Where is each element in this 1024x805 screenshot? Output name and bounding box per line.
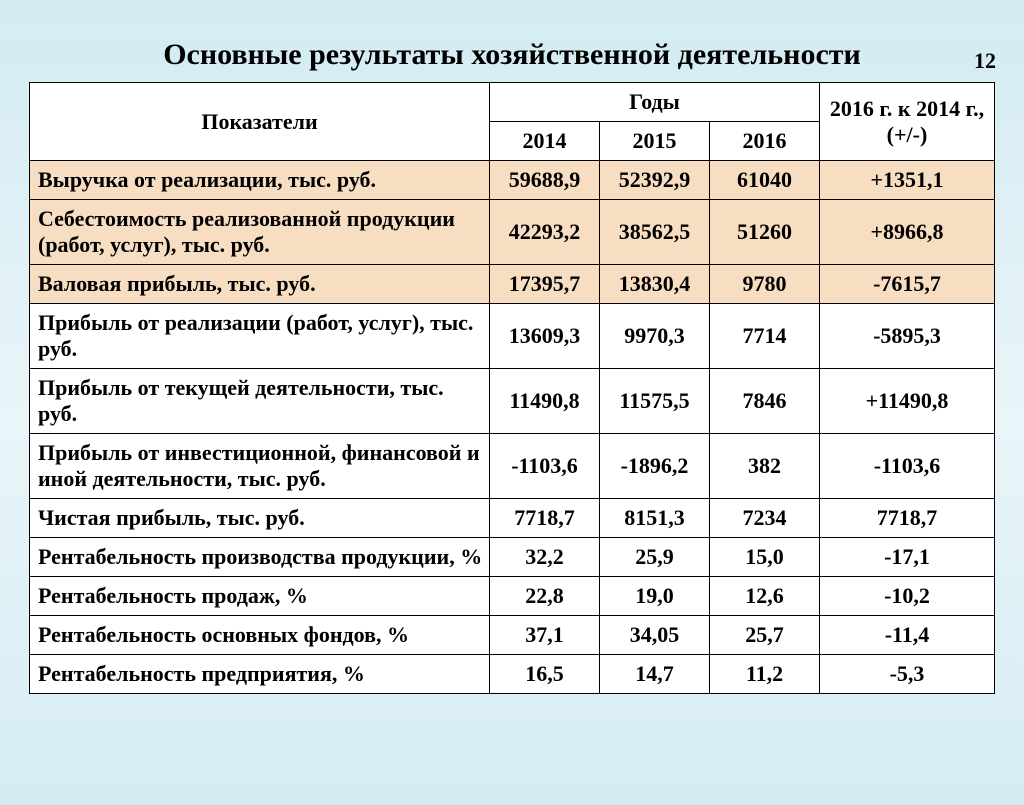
cell-v2014: -1103,6: [490, 434, 600, 499]
cell-v2015: 11575,5: [600, 369, 710, 434]
cell-indicator: Рентабельность продаж, %: [30, 577, 490, 616]
cell-v2014: 32,2: [490, 538, 600, 577]
col-header-indicators: Показатели: [30, 83, 490, 161]
col-header-2016: 2016: [710, 122, 820, 161]
table-row: Рентабельность производства продукции, %…: [30, 538, 995, 577]
table-row: Рентабельность продаж, %22,819,012,6-10,…: [30, 577, 995, 616]
cell-v2016: 7846: [710, 369, 820, 434]
cell-diff: +1351,1: [820, 161, 995, 200]
cell-v2014: 22,8: [490, 577, 600, 616]
cell-v2015: -1896,2: [600, 434, 710, 499]
cell-v2016: 382: [710, 434, 820, 499]
cell-indicator: Рентабельность производства продукции, %: [30, 538, 490, 577]
cell-v2014: 11490,8: [490, 369, 600, 434]
col-header-2015: 2015: [600, 122, 710, 161]
table-row: Прибыль от реализации (работ, услуг), ты…: [30, 304, 995, 369]
col-header-years: Годы: [490, 83, 820, 122]
cell-v2016: 11,2: [710, 655, 820, 694]
page-title: Основные результаты хозяйственной деятел…: [0, 38, 1024, 72]
cell-v2015: 19,0: [600, 577, 710, 616]
cell-indicator: Прибыль от инвестиционной, финансовой и …: [30, 434, 490, 499]
table-row: Прибыль от текущей деятельности, тыс. ру…: [30, 369, 995, 434]
cell-v2016: 7714: [710, 304, 820, 369]
cell-diff: -5,3: [820, 655, 995, 694]
cell-indicator: Валовая прибыль, тыс. руб.: [30, 265, 490, 304]
cell-v2014: 37,1: [490, 616, 600, 655]
cell-indicator: Себестоимость реализованной продукции (р…: [30, 200, 490, 265]
table-row: Валовая прибыль, тыс. руб.17395,713830,4…: [30, 265, 995, 304]
cell-v2015: 8151,3: [600, 499, 710, 538]
cell-v2016: 7234: [710, 499, 820, 538]
col-header-diff: 2016 г. к 2014 г., (+/-): [820, 83, 995, 161]
cell-diff: -1103,6: [820, 434, 995, 499]
table-row: Прибыль от инвестиционной, финансовой и …: [30, 434, 995, 499]
cell-indicator: Прибыль от текущей деятельности, тыс. ру…: [30, 369, 490, 434]
table-row: Чистая прибыль, тыс. руб.7718,78151,3723…: [30, 499, 995, 538]
table-row: Выручка от реализации, тыс. руб.59688,95…: [30, 161, 995, 200]
cell-diff: -10,2: [820, 577, 995, 616]
page-number: 12: [974, 48, 996, 74]
cell-diff: -11,4: [820, 616, 995, 655]
cell-v2014: 17395,7: [490, 265, 600, 304]
cell-v2014: 16,5: [490, 655, 600, 694]
cell-diff: -7615,7: [820, 265, 995, 304]
cell-diff: -5895,3: [820, 304, 995, 369]
cell-v2016: 25,7: [710, 616, 820, 655]
cell-diff: 7718,7: [820, 499, 995, 538]
cell-indicator: Выручка от реализации, тыс. руб.: [30, 161, 490, 200]
cell-indicator: Прибыль от реализации (работ, услуг), ты…: [30, 304, 490, 369]
cell-diff: -17,1: [820, 538, 995, 577]
cell-v2014: 42293,2: [490, 200, 600, 265]
table-row: Себестоимость реализованной продукции (р…: [30, 200, 995, 265]
col-header-2014: 2014: [490, 122, 600, 161]
cell-indicator: Рентабельность предприятия, %: [30, 655, 490, 694]
table-row: Рентабельность основных фондов, %37,134,…: [30, 616, 995, 655]
cell-v2014: 7718,7: [490, 499, 600, 538]
cell-diff: +8966,8: [820, 200, 995, 265]
cell-v2016: 51260: [710, 200, 820, 265]
cell-v2016: 61040: [710, 161, 820, 200]
cell-v2015: 25,9: [600, 538, 710, 577]
results-table: Показатели Годы 2016 г. к 2014 г., (+/-)…: [29, 82, 995, 694]
cell-v2014: 59688,9: [490, 161, 600, 200]
cell-v2015: 13830,4: [600, 265, 710, 304]
cell-v2015: 9970,3: [600, 304, 710, 369]
cell-indicator: Рентабельность основных фондов, %: [30, 616, 490, 655]
cell-indicator: Чистая прибыль, тыс. руб.: [30, 499, 490, 538]
cell-diff: +11490,8: [820, 369, 995, 434]
cell-v2016: 12,6: [710, 577, 820, 616]
cell-v2016: 9780: [710, 265, 820, 304]
cell-v2016: 15,0: [710, 538, 820, 577]
cell-v2015: 14,7: [600, 655, 710, 694]
cell-v2015: 52392,9: [600, 161, 710, 200]
table-row: Рентабельность предприятия, %16,514,711,…: [30, 655, 995, 694]
cell-v2014: 13609,3: [490, 304, 600, 369]
cell-v2015: 34,05: [600, 616, 710, 655]
cell-v2015: 38562,5: [600, 200, 710, 265]
